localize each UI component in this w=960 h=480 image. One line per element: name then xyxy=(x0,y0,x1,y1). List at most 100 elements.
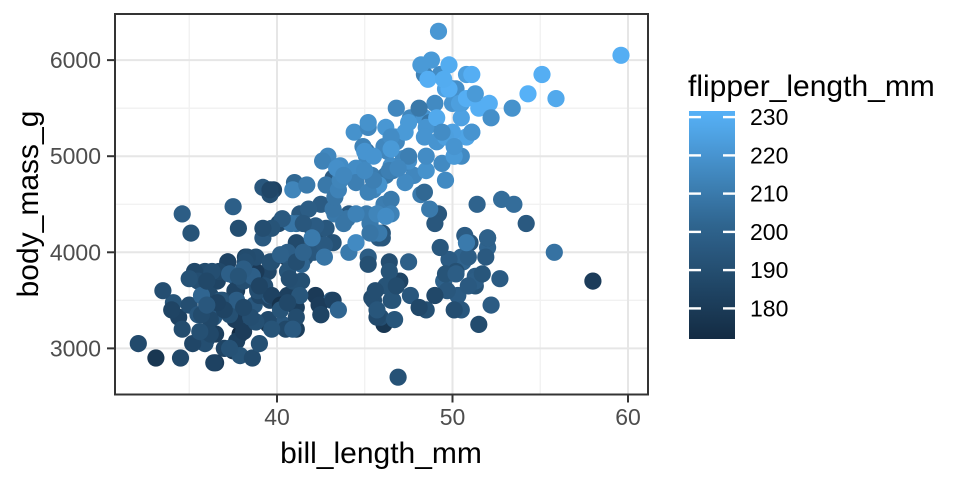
data-point xyxy=(347,234,365,252)
y-tick-label: 6000 xyxy=(50,47,101,73)
data-point xyxy=(382,128,400,146)
data-point xyxy=(261,181,279,199)
data-point xyxy=(401,286,419,305)
data-point xyxy=(612,46,630,64)
data-point xyxy=(422,51,440,69)
data-point xyxy=(382,190,400,208)
data-point xyxy=(386,311,404,329)
panel-border xyxy=(114,13,649,396)
y-tick-label: 3000 xyxy=(50,335,101,361)
data-point xyxy=(440,56,458,74)
data-point xyxy=(377,207,395,225)
data-point xyxy=(221,339,239,357)
legend-colorbar xyxy=(689,111,735,339)
x-axis-tick-labels: 40 50 60 xyxy=(264,404,641,430)
y-tick-label: 4000 xyxy=(50,239,101,265)
data-point xyxy=(473,265,491,283)
data-point xyxy=(505,195,523,213)
data-point xyxy=(452,109,470,127)
data-point xyxy=(224,198,242,216)
data-point xyxy=(335,214,353,233)
data-point xyxy=(147,349,165,367)
data-point xyxy=(491,270,509,288)
data-point xyxy=(503,99,521,117)
data-point xyxy=(389,159,407,177)
data-point xyxy=(235,298,253,317)
data-point xyxy=(433,123,451,141)
data-point xyxy=(154,282,172,300)
data-point xyxy=(584,272,602,290)
y-axis-title: body_mass_g xyxy=(12,111,45,298)
x-axis-title: bill_length_mm xyxy=(280,437,482,470)
data-point xyxy=(300,200,318,218)
data-point xyxy=(415,128,433,146)
data-point xyxy=(545,243,563,261)
data-point xyxy=(400,147,418,165)
data-point xyxy=(243,349,261,367)
data-point xyxy=(205,354,223,372)
legend-tick-marks xyxy=(689,115,735,310)
data-point xyxy=(387,99,405,117)
x-tick-label: 50 xyxy=(440,404,466,430)
data-point xyxy=(182,224,200,242)
data-point xyxy=(429,22,448,40)
data-point xyxy=(547,90,565,108)
data-point xyxy=(417,162,435,180)
data-point xyxy=(419,70,437,88)
data-points-layer xyxy=(129,22,630,386)
data-point xyxy=(347,205,365,223)
data-point xyxy=(426,286,444,305)
data-point xyxy=(229,219,247,237)
data-point xyxy=(415,183,433,201)
axis-tick-marks xyxy=(107,59,629,403)
data-point xyxy=(479,229,497,247)
data-point xyxy=(294,243,312,261)
data-point xyxy=(457,234,476,252)
data-point xyxy=(380,262,398,281)
data-point xyxy=(466,85,484,103)
legend-labels: 180 190 200 210 220 230 xyxy=(750,104,788,321)
data-point xyxy=(312,306,330,324)
data-point xyxy=(361,224,379,242)
data-point xyxy=(359,114,377,132)
data-point xyxy=(382,140,400,158)
data-point xyxy=(417,147,435,165)
data-point xyxy=(431,238,449,257)
data-point xyxy=(428,109,446,127)
legend: flipper_length_mm 180 190 200 210 220 230 xyxy=(688,70,935,339)
data-point xyxy=(171,349,190,367)
data-point xyxy=(445,301,463,319)
legend-label: 200 xyxy=(750,219,788,245)
y-axis-tick-labels: 3000 4000 5000 6000 xyxy=(50,47,101,361)
data-point xyxy=(389,368,407,386)
gridlines-major xyxy=(115,14,648,395)
data-point xyxy=(303,229,321,247)
data-point xyxy=(426,94,444,112)
legend-label: 230 xyxy=(750,104,788,130)
data-point xyxy=(517,214,535,233)
y-tick-label: 5000 xyxy=(50,143,101,169)
data-point xyxy=(445,138,463,156)
data-point xyxy=(459,248,477,266)
data-point xyxy=(284,320,302,338)
data-point xyxy=(459,277,477,295)
data-point xyxy=(447,265,465,283)
data-point xyxy=(477,248,495,266)
x-tick-label: 60 xyxy=(615,404,641,430)
data-point xyxy=(271,246,290,264)
data-point xyxy=(335,166,353,184)
data-point xyxy=(129,335,147,353)
x-tick-label: 40 xyxy=(264,404,290,430)
data-point xyxy=(278,294,297,312)
data-point xyxy=(463,123,481,141)
data-point xyxy=(198,272,216,290)
data-point xyxy=(198,296,216,314)
data-point xyxy=(421,200,439,218)
data-point xyxy=(368,301,386,319)
data-point xyxy=(463,65,481,84)
data-point xyxy=(533,65,551,84)
data-point xyxy=(468,195,486,213)
legend-label: 190 xyxy=(750,257,788,283)
